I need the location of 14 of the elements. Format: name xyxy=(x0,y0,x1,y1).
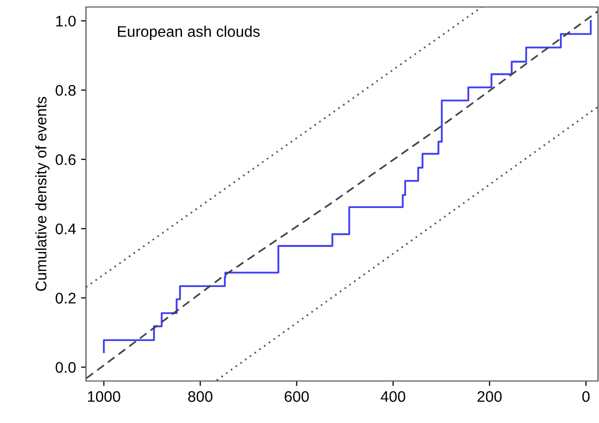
x-tick-label: 1000 xyxy=(88,391,120,402)
x-tick-label: 800 xyxy=(188,391,212,402)
y-axis-title: Cumulative density of events xyxy=(35,96,50,291)
y-tick-label: 0.2 xyxy=(56,292,76,304)
x-tick-label: 0 xyxy=(582,391,590,402)
x-tick-label: 200 xyxy=(478,391,502,402)
y-tick-label: 0.6 xyxy=(56,154,76,166)
x-tick-label: 400 xyxy=(380,391,406,402)
y-tick-label: 0.0 xyxy=(56,362,76,373)
y-tick-label: 1.0 xyxy=(56,16,76,27)
y-tick-label: 0.8 xyxy=(56,84,76,96)
x-tick-label: 600 xyxy=(284,391,309,402)
y-tick-label: 0.4 xyxy=(56,223,76,234)
annotation: European ash clouds xyxy=(118,26,260,40)
